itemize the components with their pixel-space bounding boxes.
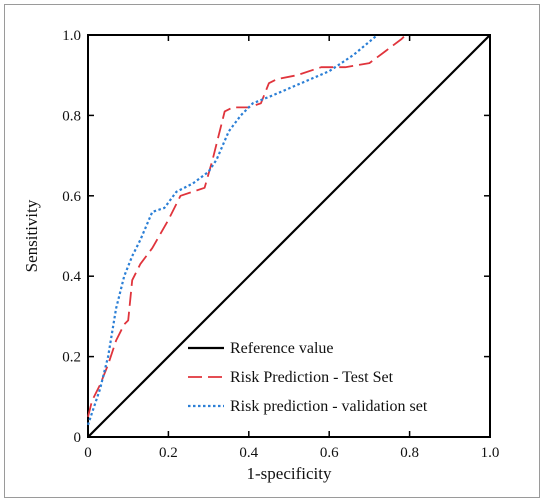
plot-axes [87,34,491,438]
y-tick-label: 0.2 [62,350,81,366]
x-tick-label: 0.4 [239,445,258,461]
series-line-1 [87,34,407,418]
legend-label-0: Reference value [230,340,333,357]
axis-ticks: 0 0.2 0.4 0.6 0.8 1.0 0 0.2 0.4 0.6 0.8 1.0 [62,28,499,461]
x-tick-label: 0.8 [400,445,419,461]
y-axis-title: Sensitivity [22,199,41,272]
legend-label-1: Risk Prediction - Test Set [230,369,394,386]
legend: Reference value Risk Prediction - Test Se… [188,340,428,415]
x-tick-label: 0.2 [159,445,178,461]
y-tick-label: 0.6 [62,189,81,205]
figure-frame: 0 0.2 0.4 0.6 0.8 1.0 0 0.2 0.4 0.6 0.8 1.0 Referen… [4,4,540,498]
plot-border [87,34,491,438]
x-axis-title: 1-specificity [247,464,332,483]
x-tick-label: 0.6 [320,445,339,461]
x-tick-label: 1.0 [481,445,500,461]
y-tick-label: 0.8 [62,108,81,124]
legend-label-2: Risk prediction - validation set [230,398,428,415]
series-line-2 [86,34,379,426]
series-layer [86,34,491,438]
roc-chart: 0 0.2 0.4 0.6 0.8 1.0 0 0.2 0.4 0.6 0.8 1.0 Referen… [22,28,499,483]
y-tick-label: 0.4 [62,269,81,285]
y-tick-label: 1.0 [62,28,81,44]
x-tick-label: 0 [84,445,92,461]
y-tick-label: 0 [74,430,82,446]
series-line-0 [87,34,491,438]
